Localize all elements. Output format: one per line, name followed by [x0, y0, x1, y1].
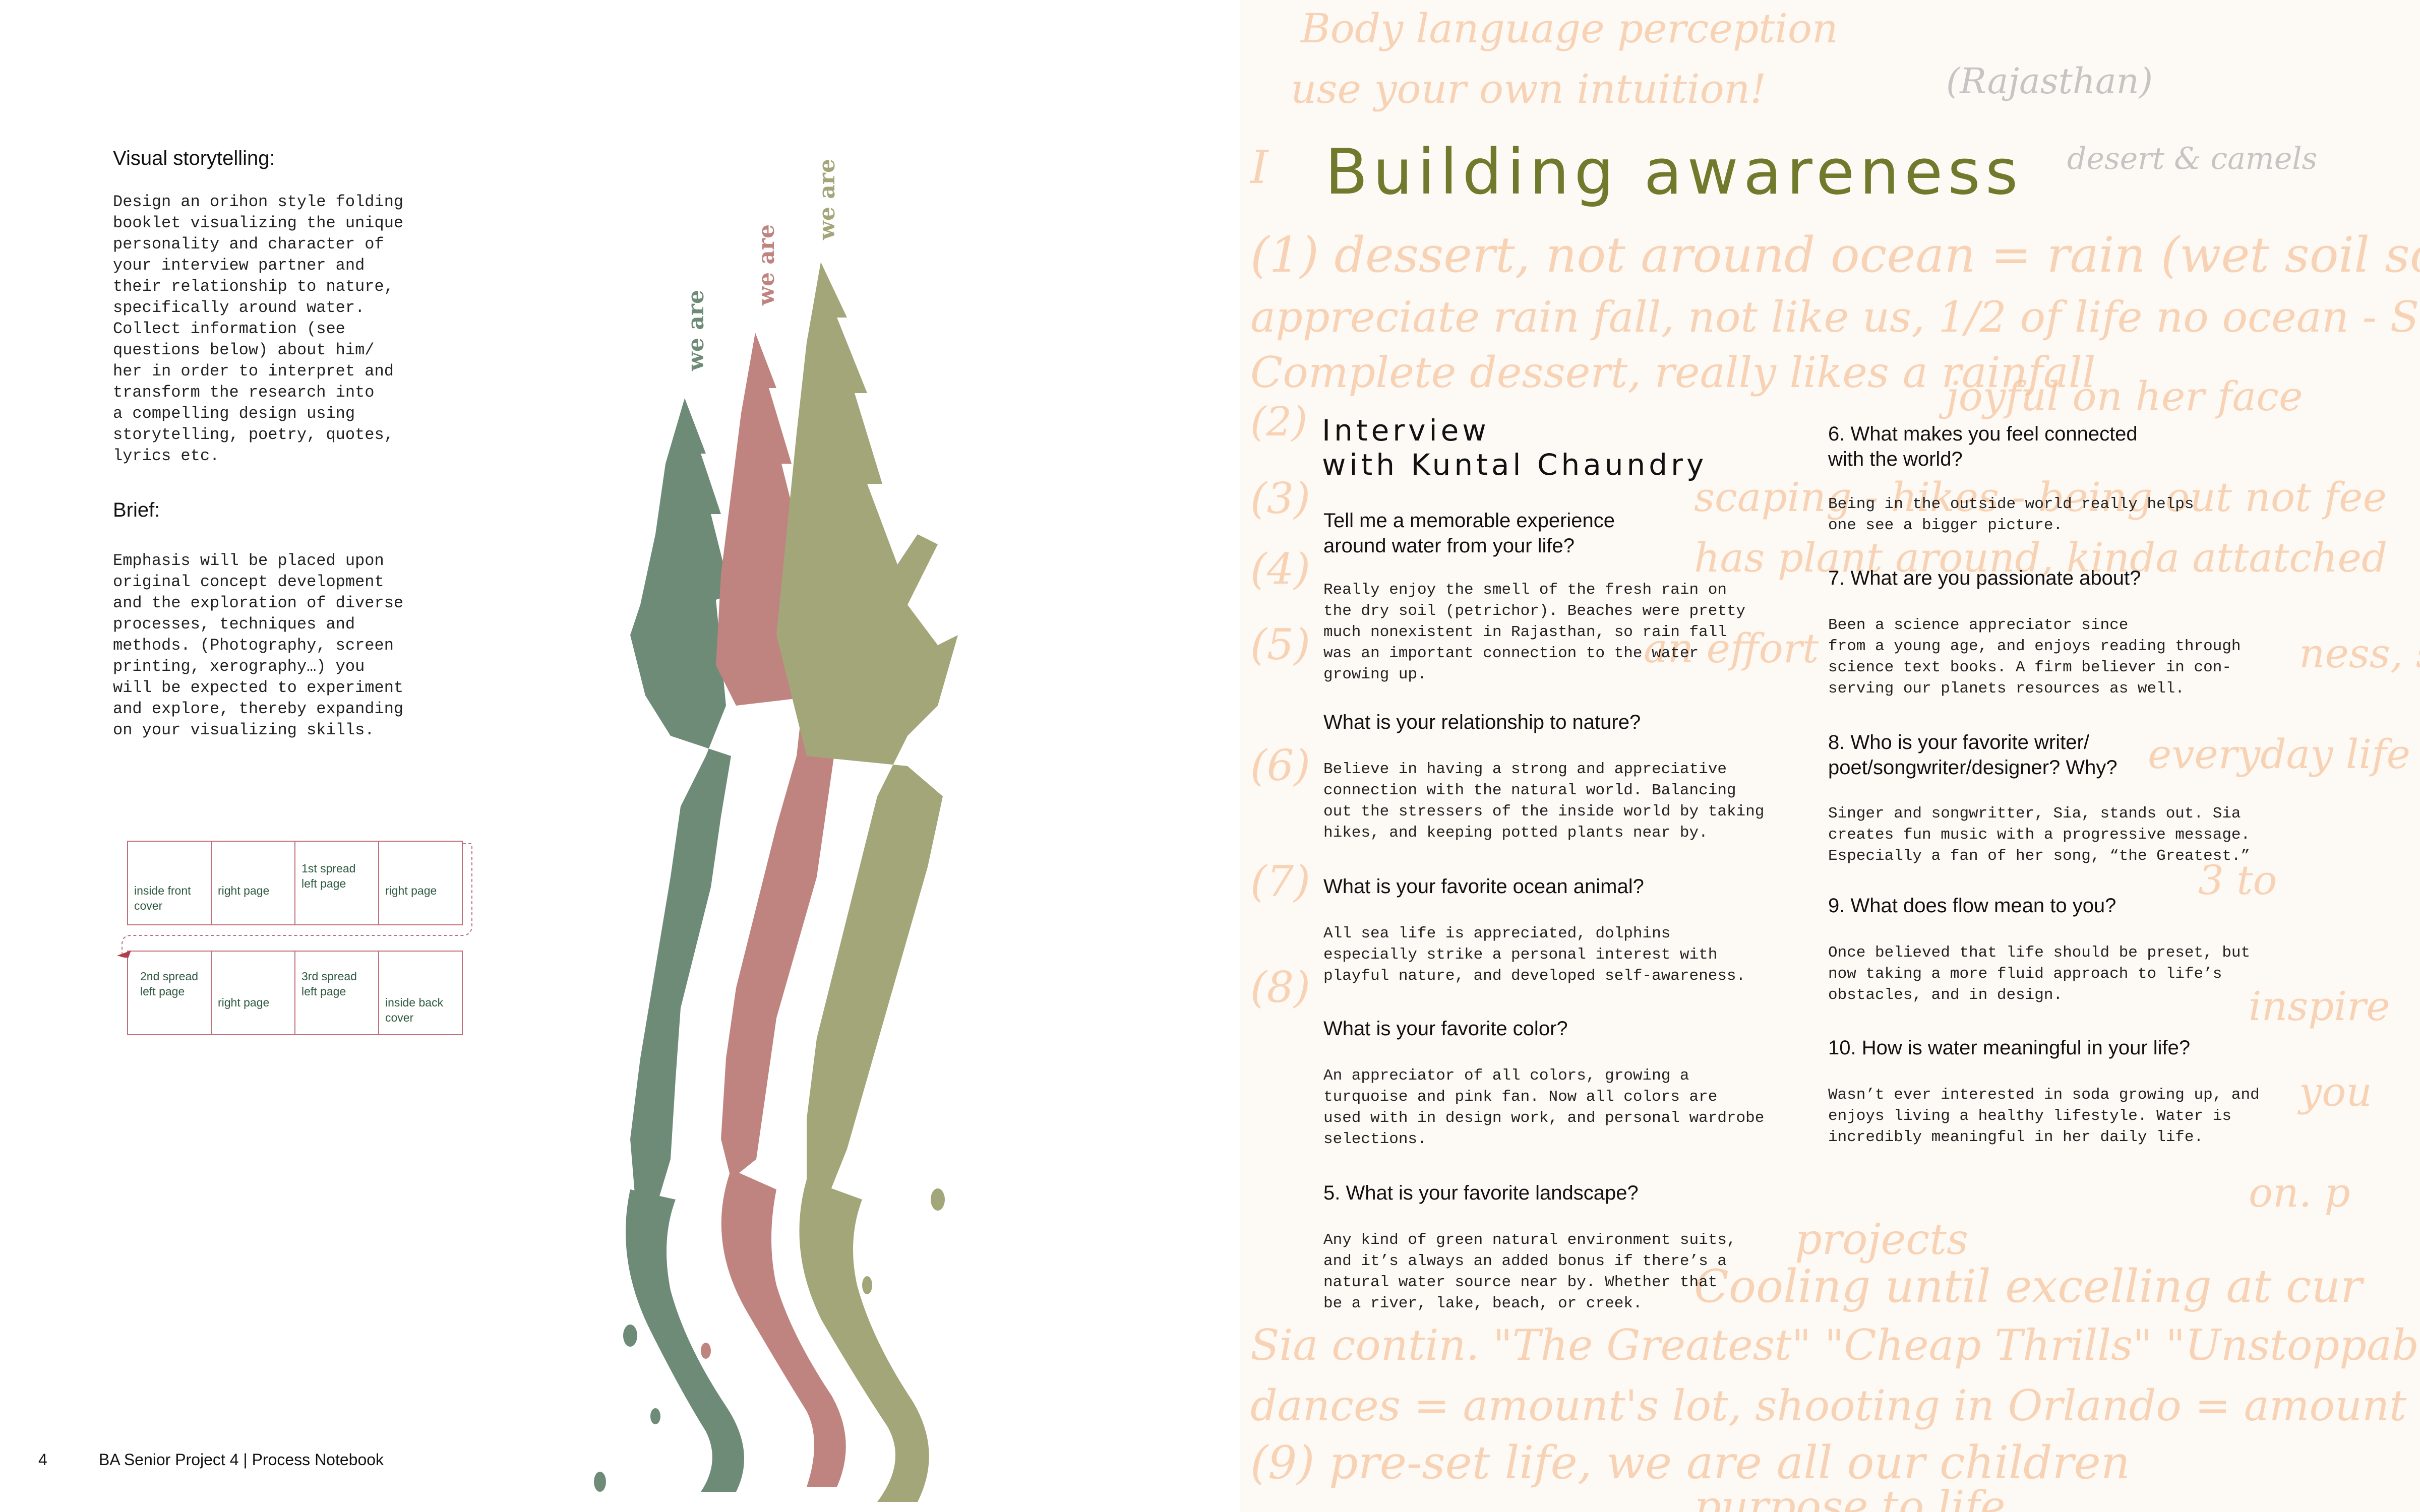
- fold-arrow-icon: [117, 843, 472, 958]
- pink-tree: [701, 333, 846, 1487]
- booklet-cell: 3rd spread left page: [294, 951, 379, 1035]
- question: 5. What is your favorite landscape?: [1323, 1182, 1639, 1204]
- tree-illustration: [594, 262, 958, 1502]
- interview-title: Interview with Kuntal Chaundry: [1322, 413, 1708, 482]
- answer: An appreciator of all colors, growing a …: [1323, 1067, 1765, 1148]
- visual-storytelling-body: Design an orihon style folding booklet v…: [113, 193, 404, 465]
- question: 7. What are you passionate about?: [1828, 567, 2141, 589]
- booklet-cell: right page: [378, 841, 463, 925]
- green-tree: [594, 398, 744, 1492]
- page-number: 4: [38, 1451, 47, 1469]
- answer: Once believed that life should be preset…: [1828, 944, 2251, 1004]
- footer-text: BA Senior Project 4 | Process Notebook: [99, 1451, 384, 1469]
- question: Tell me a memorable experience around wa…: [1323, 510, 1615, 557]
- answer: Been a science appreciator since from a …: [1828, 616, 2241, 698]
- tree-label-olive: we are: [814, 159, 840, 240]
- answer: Being in the outside world really helps …: [1828, 495, 2194, 534]
- answer: Wasn’t ever interested in soda growing u…: [1828, 1086, 2260, 1146]
- right-page: Body language perception use your own in…: [1240, 0, 2420, 1512]
- booklet-cell: right page: [211, 951, 295, 1035]
- brief-heading: Brief:: [113, 499, 160, 521]
- olive-tree: [776, 262, 958, 1502]
- booklet-cell: 2nd spread left page: [127, 951, 212, 1035]
- booklet-cell: inside back cover: [378, 951, 463, 1035]
- visual-storytelling-heading: Visual storytelling:: [113, 147, 275, 169]
- left-page: Visual storytelling: Design an orihon st…: [38, 147, 958, 1502]
- booklet-cell: right page: [211, 841, 295, 925]
- answer: All sea life is appreciated, dolphins es…: [1323, 925, 1746, 985]
- tree-label-green: we are: [683, 290, 709, 371]
- question: What is your relationship to nature?: [1323, 711, 1641, 733]
- question: What is your favorite color?: [1323, 1018, 1568, 1040]
- question: 8. Who is your favorite writer/ poet/son…: [1828, 731, 2118, 779]
- tree-label-pink: we are: [753, 224, 779, 305]
- brief-body: Emphasis will be placed upon original co…: [113, 551, 404, 739]
- question: 10. How is water meaningful in your life…: [1828, 1037, 2191, 1059]
- question: 6. What makes you feel connected with th…: [1828, 423, 2138, 470]
- answer: Singer and songwritter, Sia, stands out.…: [1828, 805, 2251, 865]
- page-title: Building awareness: [1325, 136, 2023, 209]
- answer: Believe in having a strong and appreciat…: [1323, 761, 1765, 842]
- answer: Really enjoy the smell of the fresh rain…: [1323, 581, 1746, 683]
- question: 9. What does flow mean to you?: [1828, 895, 2116, 917]
- answer: Any kind of green natural environment su…: [1323, 1231, 1736, 1312]
- booklet-cell: inside front cover: [127, 841, 212, 925]
- question: What is your favorite ocean animal?: [1323, 875, 1644, 898]
